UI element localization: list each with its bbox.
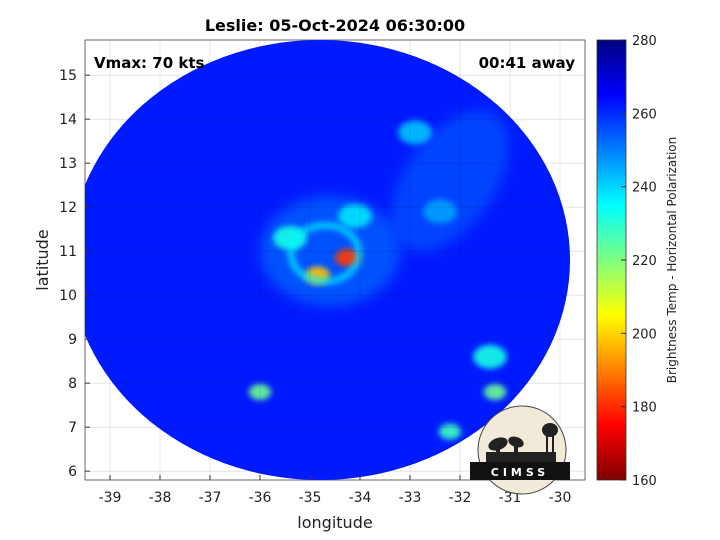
chart-title: Leslie: 05-Oct-2024 06:30:00	[205, 16, 465, 35]
y-axis-label: latitude	[33, 229, 52, 290]
convection-feature-6	[248, 384, 272, 400]
time-away-annotation: 00:41 away	[479, 54, 576, 72]
convection-feature-5	[473, 344, 507, 369]
logo-text: CIMSS	[491, 466, 549, 479]
y-tick-label: 7	[68, 420, 77, 436]
y-tick-label: 13	[59, 156, 77, 172]
x-tick-label: -32	[449, 490, 472, 506]
x-tick-label: -33	[399, 490, 422, 506]
x-tick-label: -39	[99, 490, 122, 506]
cimss-logo-icon: CIMSS	[470, 405, 570, 495]
y-tick-label: 15	[59, 68, 77, 84]
y-tick-label: 14	[59, 112, 77, 128]
vmax-annotation: Vmax: 70 kts	[94, 54, 204, 72]
colorbar-ticks: 280 260 240 220 200 180 160	[621, 34, 657, 489]
convection-feature-8	[398, 120, 432, 145]
y-ticks: 6 7 8 9 10 11 12 13 14 15	[59, 68, 90, 480]
convection-feature-9	[423, 199, 457, 224]
y-tick-label: 11	[59, 244, 77, 260]
convection-feature-3	[338, 204, 372, 228]
y-tick-label: 6	[68, 464, 77, 480]
convection-feature-7	[438, 423, 462, 440]
eyewall-ring	[287, 221, 363, 285]
spiral-band	[391, 110, 509, 252]
y-tick-label: 9	[68, 332, 77, 348]
convection-feature-4	[483, 384, 507, 400]
x-tick-label: -37	[199, 490, 222, 506]
colorbar-tick-label: 180	[632, 401, 657, 416]
grid	[85, 40, 585, 480]
colorbar-tick-label: 160	[632, 474, 657, 489]
y-tick-label: 10	[59, 288, 77, 304]
colorbar-tick-label: 200	[632, 327, 657, 342]
colorbar-tick-label: 240	[632, 181, 657, 196]
swath-group	[85, 40, 570, 480]
colorbar-tick-label: 220	[632, 254, 657, 269]
x-tick-label: -36	[249, 490, 272, 506]
colorbar-tick-label: 280	[632, 34, 657, 49]
x-axis-label: longitude	[297, 513, 372, 532]
x-tick-label: -34	[349, 490, 372, 506]
x-tick-label: -38	[149, 490, 172, 506]
colorbar-tick-label: 260	[632, 107, 657, 122]
x-tick-label: -30	[549, 490, 572, 506]
y-tick-label: 8	[68, 376, 77, 392]
colorbar-label: Brightness Temp - Horizontal Polarizatio…	[665, 137, 679, 384]
x-tick-label: -35	[299, 490, 322, 506]
y-tick-label: 12	[59, 200, 77, 216]
